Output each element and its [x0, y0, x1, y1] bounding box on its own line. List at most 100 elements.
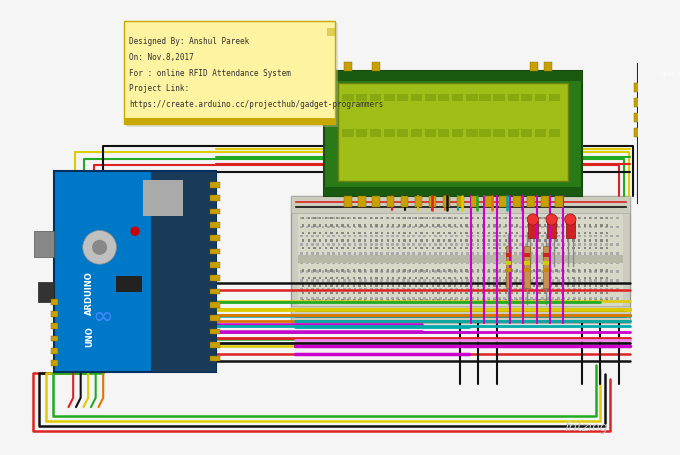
Bar	[520, 279, 522, 282]
Bar	[549, 247, 552, 249]
Bar	[344, 63, 352, 72]
Bar	[583, 277, 586, 279]
Bar	[471, 297, 474, 300]
Bar	[409, 299, 411, 302]
Bar	[392, 217, 394, 220]
Bar	[522, 225, 524, 227]
Bar	[465, 299, 468, 302]
Bar	[426, 292, 428, 294]
Bar	[605, 279, 608, 282]
Bar	[426, 299, 428, 302]
Bar	[493, 244, 496, 247]
Bar	[386, 271, 388, 273]
Bar	[348, 262, 351, 264]
Bar	[341, 232, 344, 234]
Bar	[578, 297, 581, 300]
Bar	[375, 262, 378, 264]
Bar	[445, 297, 447, 300]
Bar	[521, 130, 532, 138]
Bar	[589, 284, 592, 287]
Bar	[396, 226, 399, 229]
Bar	[465, 232, 468, 234]
Bar	[432, 284, 434, 287]
Bar	[445, 226, 447, 229]
Bar	[398, 270, 400, 272]
Bar	[353, 299, 355, 302]
Bar	[509, 262, 511, 264]
Bar	[456, 253, 458, 256]
Bar	[544, 247, 547, 249]
Bar	[402, 262, 405, 264]
Bar	[341, 270, 344, 272]
Bar	[524, 269, 530, 273]
Bar	[573, 284, 575, 287]
Bar	[562, 226, 565, 229]
Bar	[611, 271, 613, 273]
Bar	[466, 217, 469, 220]
Bar	[353, 240, 355, 242]
Bar	[465, 270, 468, 272]
Bar	[210, 236, 220, 242]
Bar	[498, 235, 501, 238]
Bar	[341, 225, 344, 227]
Bar	[391, 262, 394, 264]
Bar	[498, 244, 501, 247]
Bar	[316, 253, 319, 256]
Bar	[313, 240, 316, 242]
Bar	[348, 297, 351, 300]
Bar	[493, 288, 496, 291]
Bar	[308, 232, 310, 234]
Bar	[370, 292, 372, 294]
Bar	[471, 240, 473, 242]
Bar	[336, 270, 338, 272]
Bar	[466, 279, 469, 282]
Bar	[494, 299, 496, 302]
Bar	[595, 240, 597, 242]
Bar	[595, 299, 597, 302]
Bar	[428, 288, 431, 291]
Bar	[386, 226, 388, 229]
Bar	[460, 253, 464, 256]
Bar	[291, 306, 630, 323]
Bar	[589, 240, 592, 242]
Bar	[448, 247, 451, 249]
Bar	[386, 217, 389, 220]
Bar	[600, 271, 602, 273]
Bar	[384, 130, 395, 138]
Bar	[333, 244, 335, 247]
Bar	[524, 261, 530, 265]
Bar	[364, 284, 367, 287]
Bar	[520, 217, 522, 220]
Bar	[437, 277, 439, 279]
Bar	[465, 217, 468, 220]
Bar	[392, 299, 394, 302]
Bar	[380, 279, 384, 282]
Bar	[583, 232, 586, 234]
Bar	[324, 240, 327, 242]
Bar	[210, 276, 220, 282]
Bar	[482, 299, 485, 302]
Bar	[381, 277, 384, 279]
Bar	[439, 297, 442, 300]
Bar	[589, 253, 592, 256]
Bar	[311, 271, 313, 273]
Bar	[482, 235, 485, 238]
Bar	[477, 279, 479, 282]
Bar	[443, 247, 445, 249]
Bar	[671, 166, 680, 167]
Bar	[413, 297, 415, 300]
Bar	[605, 253, 608, 256]
Bar	[333, 235, 335, 238]
Bar	[460, 277, 462, 279]
Bar	[503, 297, 506, 300]
Bar	[456, 279, 458, 282]
Bar	[426, 232, 428, 234]
Bar	[409, 270, 411, 272]
Bar	[583, 271, 586, 273]
Bar	[561, 240, 563, 242]
Bar	[543, 261, 549, 265]
Bar	[358, 240, 360, 242]
Bar	[600, 297, 602, 300]
Bar	[34, 232, 54, 258]
Bar	[544, 240, 547, 242]
